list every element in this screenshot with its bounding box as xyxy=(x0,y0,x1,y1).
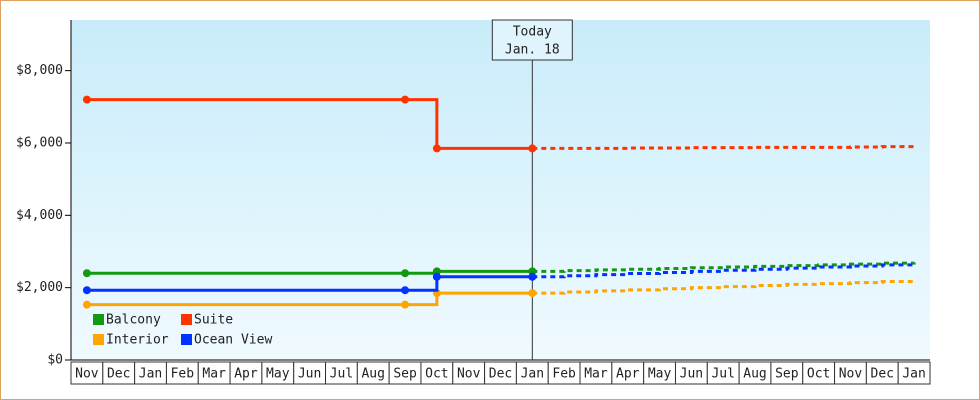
price-point xyxy=(82,95,91,104)
x-tick-label: Dec xyxy=(871,367,894,382)
price-point xyxy=(528,272,537,281)
price-line xyxy=(86,291,533,307)
x-tick-label: Oct xyxy=(807,367,830,382)
price-line xyxy=(86,98,533,150)
legend-label: Balcony xyxy=(106,313,161,328)
price-point xyxy=(432,144,441,153)
legend-swatch xyxy=(93,334,104,345)
price-point xyxy=(432,272,441,281)
x-tick-label: Apr xyxy=(616,367,640,382)
forecast-line xyxy=(532,263,916,279)
x-tick-label: Jul xyxy=(711,367,734,382)
x-tick-label: Aug xyxy=(743,367,766,382)
legend-swatch xyxy=(93,314,104,325)
y-tick-label: $0 xyxy=(47,353,63,368)
x-tick-label: May xyxy=(648,367,672,382)
price-point xyxy=(528,144,537,153)
legend-swatch xyxy=(181,334,192,345)
forecast-line xyxy=(532,280,916,295)
today-label: Jan. 18 xyxy=(505,43,560,58)
x-tick-label: Nov xyxy=(457,367,481,382)
x-tick-label: Jan xyxy=(902,367,925,382)
x-tick-label: Jul xyxy=(330,367,353,382)
forecast-line xyxy=(532,145,915,150)
price-point xyxy=(401,300,410,309)
today-box xyxy=(491,19,573,61)
x-tick-label: Nov xyxy=(75,367,99,382)
x-tick-label: Jun xyxy=(298,367,321,382)
x-tick-label: May xyxy=(266,367,290,382)
price-point xyxy=(528,289,537,298)
legend-label: Interior xyxy=(106,333,169,348)
x-tick-cell xyxy=(897,361,931,385)
x-tick-label: Jan xyxy=(521,367,544,382)
x-tick-label: Mar xyxy=(202,367,226,382)
price-point xyxy=(401,95,410,104)
x-tick-label: Aug xyxy=(361,367,384,382)
legend-label: Suite xyxy=(194,313,233,328)
price-point xyxy=(401,269,410,278)
y-tick-label: $8,000 xyxy=(16,63,63,78)
forecast-line xyxy=(532,261,916,273)
y-tick-label: $6,000 xyxy=(16,135,63,150)
price-point xyxy=(401,286,410,295)
x-tick-label: Sep xyxy=(393,367,417,382)
price-line xyxy=(86,269,533,275)
x-tick-label: Nov xyxy=(839,367,863,382)
y-tick-label: $4,000 xyxy=(16,208,63,223)
x-tick-label: Mar xyxy=(584,367,608,382)
x-tick-label: Sep xyxy=(775,367,799,382)
x-tick-label: Jun xyxy=(680,367,703,382)
x-tick-label: Oct xyxy=(425,367,448,382)
price-point xyxy=(82,300,91,309)
x-tick-label: Dec xyxy=(489,367,512,382)
price-point xyxy=(82,269,91,278)
x-tick-label: Feb xyxy=(552,367,576,382)
x-tick-label: Feb xyxy=(171,367,195,382)
plot-area xyxy=(71,20,930,360)
legend-swatch xyxy=(181,314,192,325)
price-line xyxy=(86,275,533,292)
today-label: Today xyxy=(513,25,552,40)
y-tick-label: $2,000 xyxy=(16,280,63,295)
price-point xyxy=(82,286,91,295)
legend-label: Ocean View xyxy=(194,333,272,348)
x-tick-label: Apr xyxy=(234,367,258,382)
x-tick-label: Dec xyxy=(107,367,130,382)
x-tick-label: Jan xyxy=(139,367,162,382)
